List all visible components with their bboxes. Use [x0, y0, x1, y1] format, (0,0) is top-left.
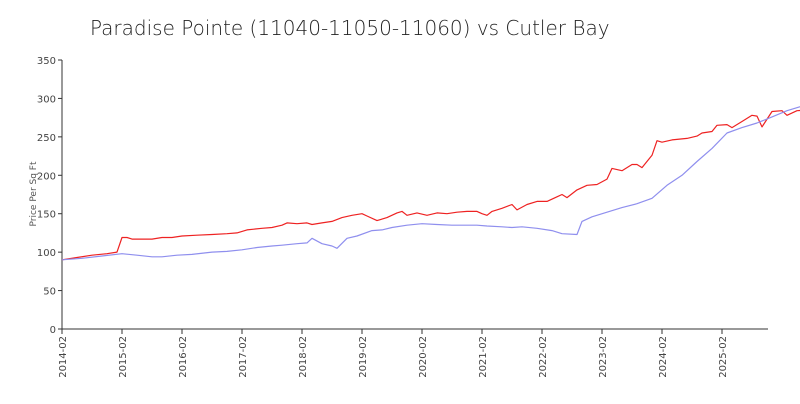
y-tick-label: 50: [43, 287, 56, 298]
y-tick-label: 100: [37, 248, 56, 259]
y-axis-label: Price Per Sq Ft: [29, 161, 39, 226]
axes: 0 50 100 150 200 250 300 350 2014-02 2015-02 2016-…: [37, 56, 768, 378]
x-tick-label: 2016-02: [178, 336, 189, 378]
x-tick-label: 2018-02: [298, 336, 309, 378]
x-tick-label: 2021-02: [478, 336, 489, 378]
x-tick-label: 2017-02: [238, 336, 249, 378]
y-tick-label: 300: [37, 94, 56, 105]
x-tick-label: 2025-02: [718, 336, 729, 378]
series-line-2: [61, 106, 800, 261]
x-tick-label: 2019-02: [358, 336, 369, 378]
y-tick-label: 350: [37, 56, 56, 67]
y-tick-label: 200: [37, 171, 56, 182]
series-line-1: [61, 109, 800, 261]
y-tick-label: 250: [37, 133, 56, 144]
x-tick-label: 2022-02: [538, 336, 549, 378]
y-tick-label: 150: [37, 210, 56, 221]
x-tick-label: 2015-02: [118, 336, 129, 378]
x-tick-label: 2024-02: [658, 336, 669, 378]
chart-title: Paradise Pointe (11040-11050-11060) vs C…: [90, 16, 610, 40]
series-lines: [61, 106, 800, 261]
x-tick-label: 2014-02: [58, 336, 69, 378]
y-tick-label: 0: [50, 325, 56, 336]
x-tick-label: 2020-02: [418, 336, 429, 378]
x-tick-label: 2023-02: [598, 336, 609, 378]
